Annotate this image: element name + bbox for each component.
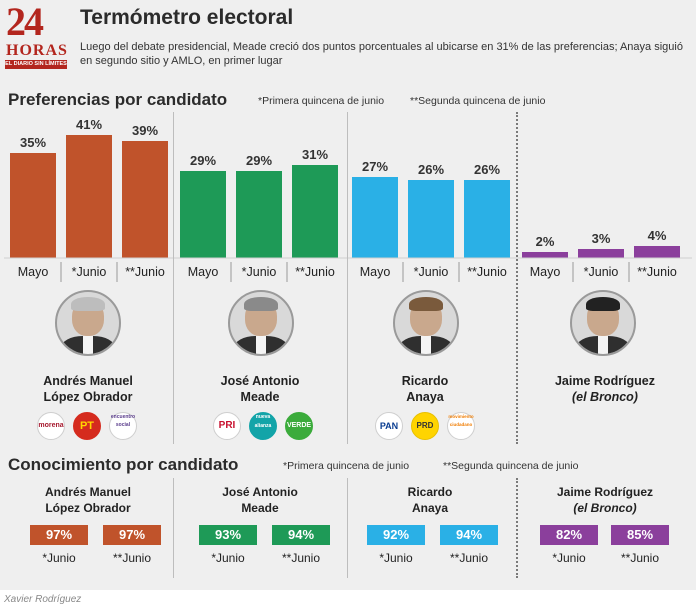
legend-first-fortnight: *Primera quincena de junio <box>258 95 385 107</box>
party-logo-movimiento-ciudadano: movimiento ciudadano <box>447 412 475 440</box>
infographic: 24 HORAS EL DIARIO SIN LÍMITES Termómetr… <box>0 0 696 590</box>
bar-jose-antonio-meade-mayo <box>180 171 226 258</box>
category-label: *Junio <box>242 265 277 279</box>
candidate-name-bronco: Jaime Rodríguez (el Bronco) <box>554 374 656 404</box>
candidate-photo-bronco <box>570 290 636 356</box>
knowledge-name-amlo: Andrés Manuel López Obrador <box>44 485 131 515</box>
knowledge-name-bronco: Jaime Rodríguez (el Bronco) <box>556 485 654 515</box>
column-divider <box>347 112 348 444</box>
category-label: Mayo <box>18 265 49 279</box>
bar-jose-antonio-meade-junio <box>292 165 338 258</box>
bar-value-label: 29% <box>190 153 216 168</box>
category-label: **Junio <box>467 265 507 279</box>
candidate-photo-anaya <box>393 290 459 356</box>
bar-jaime-rodriguez-el-bronco-junio <box>634 246 680 258</box>
party-logo-pri: PRI <box>213 412 241 440</box>
knowledge-legend-second: **Segunda quincena de junio <box>443 460 579 472</box>
knowledge-badge-bronco-first: 82% <box>540 525 598 545</box>
bar-ricardo-anaya-junio <box>464 180 510 258</box>
column-divider-dotted <box>516 478 518 578</box>
party-logo-prd: PRD <box>411 412 439 440</box>
legend-second-fortnight: **Segunda quincena de junio <box>410 95 546 107</box>
logo-word: HORAS <box>6 42 68 59</box>
knowledge-badge-amlo-second: 97% <box>103 525 161 545</box>
category-label: *Junio <box>584 265 619 279</box>
bar-value-label: 26% <box>418 162 444 177</box>
bar-jose-antonio-meade-junio <box>236 171 282 258</box>
page-subtitle: Luego del debate presidencial, Meade cre… <box>80 41 683 67</box>
bar-andres-manuel-lopez-obrador-junio <box>122 141 168 258</box>
party-logo-nueva-alianza: nueva alianza <box>249 412 277 440</box>
knowledge-badge-bronco-second: 85% <box>611 525 669 545</box>
logo-number: 24 <box>6 0 44 44</box>
bar-andres-manuel-lopez-obrador-junio <box>66 135 112 258</box>
column-divider-dotted <box>516 112 518 444</box>
knowledge-name-anaya: Ricardo Anaya <box>407 485 453 515</box>
candidate-name-meade: José Antonio Meade <box>220 374 300 404</box>
bar-ricardo-anaya-junio <box>408 180 454 258</box>
knowledge-name-meade: José Antonio Meade <box>222 485 298 515</box>
bar-value-label: 41% <box>76 117 102 132</box>
party-logo-pan: PAN <box>375 412 403 440</box>
knowledge-label-first: *Junio <box>211 551 245 565</box>
knowledge-label-second: **Junio <box>112 551 152 565</box>
bar-value-label: 27% <box>362 159 388 174</box>
bar-value-label: 39% <box>132 123 158 138</box>
newspaper-logo: 24 HORAS EL DIARIO SIN LÍMITES <box>4 0 68 69</box>
knowledge-badge-anaya-first: 92% <box>367 525 425 545</box>
knowledge-label-second: **Junio <box>281 551 321 565</box>
bar-value-label: 26% <box>474 162 500 177</box>
logo-tagline: EL DIARIO SIN LÍMITES <box>5 60 67 69</box>
candidate-name-amlo: Andrés Manuel López Obrador <box>43 374 133 404</box>
category-label: *Junio <box>72 265 107 279</box>
bar-value-label: 31% <box>302 147 328 162</box>
column-divider <box>173 478 174 578</box>
knowledge-badge-anaya-second: 94% <box>440 525 498 545</box>
photo-credit: Xavier Rodríguez <box>4 594 82 605</box>
knowledge-label-second: **Junio <box>449 551 489 565</box>
category-label: Mayo <box>188 265 219 279</box>
category-label: **Junio <box>125 265 165 279</box>
knowledge-badge-amlo-first: 97% <box>30 525 88 545</box>
column-divider <box>347 478 348 578</box>
bar-value-label: 29% <box>246 153 272 168</box>
knowledge-badge-meade-second: 94% <box>272 525 330 545</box>
party-logo-encuentro-social: encuentro social <box>109 412 137 440</box>
party-logo-pt: PT <box>73 412 101 440</box>
knowledge-label-first: *Junio <box>379 551 413 565</box>
bar-jaime-rodriguez-el-bronco-junio <box>578 249 624 258</box>
preferences-title: Preferencias por candidato <box>8 90 228 109</box>
category-label: *Junio <box>414 265 449 279</box>
knowledge-badge-meade-first: 93% <box>199 525 257 545</box>
party-logo-morena: morena <box>37 412 65 440</box>
bar-value-label: 4% <box>648 228 667 243</box>
bar-value-label: 3% <box>592 231 611 246</box>
knowledge-legend-first: *Primera quincena de junio <box>283 460 410 472</box>
party-logo-verde: VERDE <box>285 412 313 440</box>
bar-value-label: 2% <box>536 234 555 249</box>
bar-andres-manuel-lopez-obrador-mayo <box>10 153 56 258</box>
page-title: Termómetro electoral <box>80 6 294 29</box>
knowledge-label-first: *Junio <box>42 551 76 565</box>
category-label: Mayo <box>530 265 561 279</box>
preferences-bar-chart: 35% Mayo 41% *Junio 39% **Junio 29% Mayo 29% *Jun… <box>4 117 692 282</box>
knowledge-label-first: *Junio <box>552 551 586 565</box>
knowledge-title: Conocimiento por candidato <box>8 455 239 474</box>
bar-ricardo-anaya-mayo <box>352 177 398 258</box>
category-label: Mayo <box>360 265 391 279</box>
knowledge-label-second: **Junio <box>620 551 660 565</box>
candidate-name-anaya: Ricardo Anaya <box>401 374 449 404</box>
column-divider <box>173 112 174 444</box>
bar-jaime-rodriguez-el-bronco-mayo <box>522 252 568 258</box>
bar-value-label: 35% <box>20 135 46 150</box>
category-label: **Junio <box>637 265 677 279</box>
candidate-photo-amlo <box>55 290 121 356</box>
candidate-photo-meade <box>228 290 294 356</box>
category-label: **Junio <box>295 265 335 279</box>
